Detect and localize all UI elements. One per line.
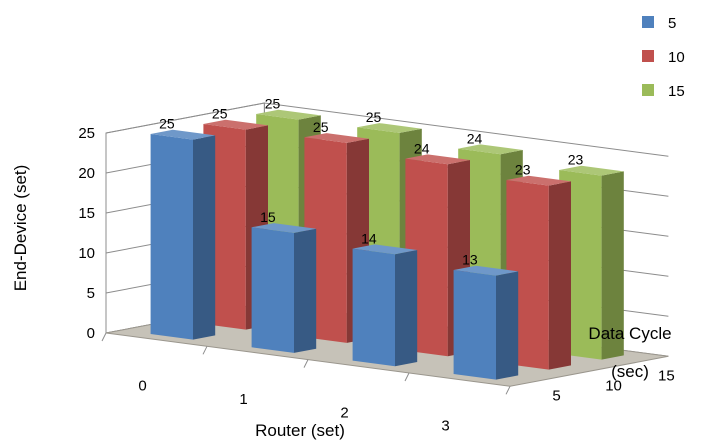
bar-front-face bbox=[352, 248, 395, 367]
y-tick-label: 20 bbox=[78, 165, 95, 182]
x-axis-tick-mark bbox=[303, 359, 309, 368]
legend-label: 5 bbox=[668, 15, 676, 32]
bar-side-face bbox=[548, 181, 571, 370]
x-tick-label: 1 bbox=[239, 391, 247, 408]
bar-series5-router3: 13 bbox=[453, 252, 519, 380]
bar-top-face bbox=[150, 129, 216, 140]
data-label: 23 bbox=[568, 152, 584, 168]
bar-front-face bbox=[150, 134, 193, 340]
x-tick-label: 0 bbox=[138, 378, 146, 395]
bar-side-face bbox=[395, 250, 418, 367]
legend-item: 10 bbox=[642, 49, 685, 66]
data-label: 24 bbox=[467, 130, 483, 146]
bar-top-face bbox=[256, 109, 321, 120]
bar-top-face bbox=[251, 223, 317, 233]
y-tick-label: 5 bbox=[87, 285, 95, 302]
bar-top-face bbox=[357, 123, 422, 133]
legend-swatch bbox=[642, 50, 654, 62]
data-label: 24 bbox=[414, 140, 430, 156]
bar-top-face bbox=[559, 165, 624, 176]
bar-side-face bbox=[193, 135, 216, 340]
x-axis-tick-mark bbox=[101, 332, 107, 342]
data-label: 13 bbox=[462, 252, 478, 268]
data-label: 23 bbox=[515, 162, 531, 178]
data-label: 15 bbox=[260, 209, 276, 225]
y-tick-label: 0 bbox=[87, 325, 95, 342]
bar-layer: 25 25 24 23 25 25 24 23 25 15 14 13 bbox=[150, 96, 624, 380]
depth-tick-label: 15 bbox=[658, 367, 675, 384]
bar-front-face bbox=[251, 227, 294, 353]
bar-top-face bbox=[405, 154, 470, 165]
bar-top-face bbox=[203, 119, 268, 130]
bar-top-face bbox=[506, 175, 571, 186]
x-axis-tick-mark bbox=[404, 372, 410, 382]
data-label: 25 bbox=[159, 116, 175, 132]
x-axis-tick-mark bbox=[505, 386, 511, 395]
data-label: 25 bbox=[265, 96, 281, 112]
legend-item: 15 bbox=[642, 83, 685, 100]
bar-front-face bbox=[453, 270, 496, 380]
legend-item: 5 bbox=[642, 15, 676, 32]
x-tick-label: 2 bbox=[340, 404, 348, 421]
bar-series5-router1: 15 bbox=[251, 209, 317, 353]
bar-series5-router0: 25 bbox=[150, 116, 216, 340]
y-axis-title: End-Device (set) bbox=[11, 165, 30, 292]
data-label: 14 bbox=[361, 230, 377, 246]
legend-label: 10 bbox=[668, 49, 685, 66]
x-axis-tick-mark bbox=[202, 346, 208, 355]
y-tick-label: 25 bbox=[78, 125, 95, 142]
y-tick-label: 10 bbox=[78, 245, 95, 262]
y-tick-label: 15 bbox=[78, 205, 95, 222]
depth-axis-title-line2: (sec) bbox=[611, 362, 649, 381]
bar-side-face bbox=[601, 171, 624, 360]
legend-label: 15 bbox=[668, 83, 685, 100]
bar-top-face bbox=[304, 133, 369, 143]
data-label: 25 bbox=[212, 106, 228, 122]
legend: 5 10 15 bbox=[642, 15, 685, 100]
x-tick-label: 3 bbox=[441, 418, 449, 435]
depth-tick-label: 5 bbox=[552, 387, 560, 404]
bar-side-face bbox=[294, 228, 317, 353]
x-axis-title: Router (set) bbox=[255, 421, 345, 440]
bar-top-face bbox=[453, 265, 519, 276]
depth-tick-label: 10 bbox=[605, 377, 622, 394]
bar-side-face bbox=[496, 271, 519, 380]
legend-swatch bbox=[642, 16, 654, 28]
bar-top-face bbox=[458, 144, 523, 155]
data-label: 25 bbox=[313, 119, 329, 135]
legend-swatch bbox=[642, 84, 654, 96]
bar-series5-router2: 14 bbox=[352, 230, 418, 367]
depth-axis-title-line1: Data Cycle bbox=[588, 324, 671, 343]
bar-top-face bbox=[352, 244, 418, 255]
data-label: 25 bbox=[366, 109, 382, 125]
